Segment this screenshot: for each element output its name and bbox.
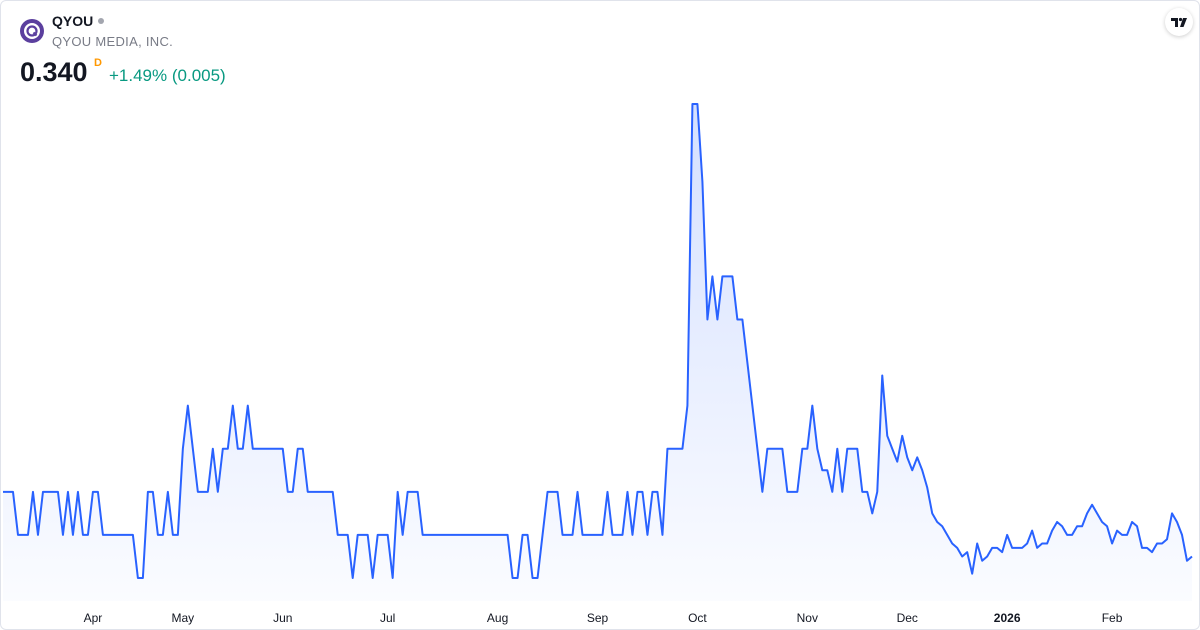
symbol[interactable]: QYOU <box>52 13 94 29</box>
x-tick-label: Jul <box>380 611 395 625</box>
logo-icon <box>1171 17 1187 27</box>
x-tick-label: Oct <box>688 611 707 625</box>
x-tick-label: Jun <box>273 611 292 625</box>
tradingview-logo[interactable] <box>1165 8 1193 36</box>
status-dot <box>98 18 104 24</box>
x-tick-label: Dec <box>897 611 918 625</box>
x-tick-label: May <box>172 611 195 625</box>
price-line <box>3 103 1193 579</box>
symbol-logo <box>20 19 44 43</box>
x-tick-label: Nov <box>797 611 818 625</box>
x-tick-label: Apr <box>84 611 103 625</box>
company-name: QYOU MEDIA, INC. <box>52 34 174 49</box>
x-tick-label: Sep <box>587 611 609 625</box>
area-fill <box>3 104 1192 601</box>
x-tick-label: Feb <box>1102 611 1123 625</box>
last-price: 0.340 <box>20 57 88 87</box>
interval: D <box>94 57 102 69</box>
price-change: +1.49% (0.005) <box>109 66 226 85</box>
x-tick-label: Aug <box>487 611 508 625</box>
x-tick-label: 2026 <box>994 611 1021 625</box>
